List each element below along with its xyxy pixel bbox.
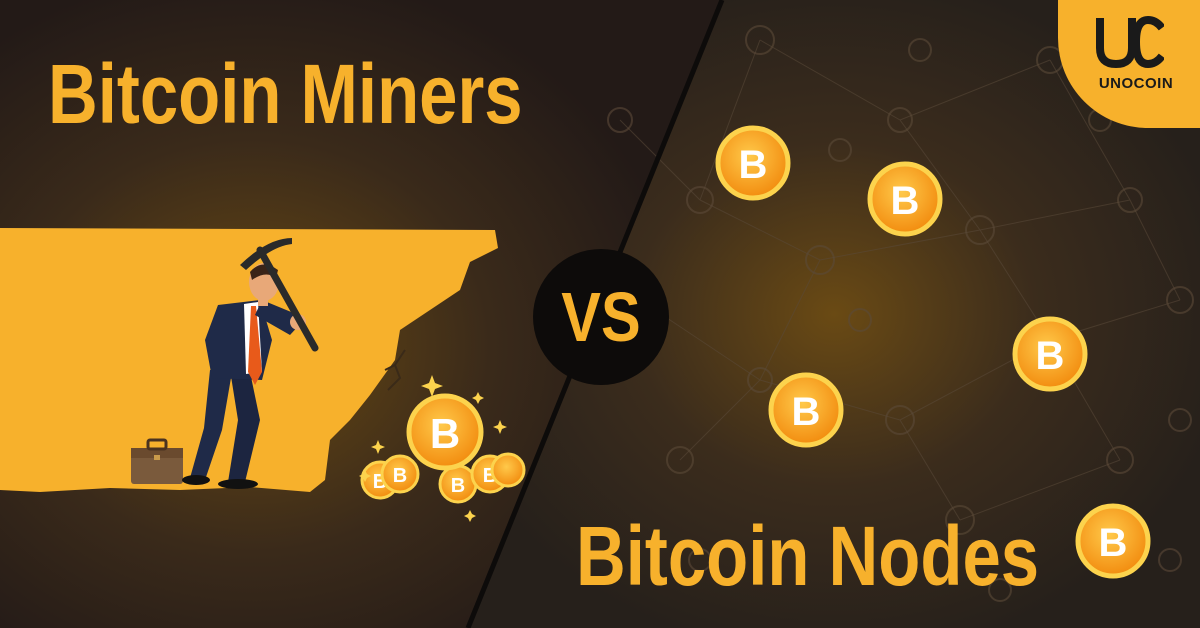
unocoin-logo-icon — [1096, 16, 1164, 68]
svg-text:B: B — [1036, 334, 1065, 378]
svg-text:B: B — [792, 390, 821, 434]
bitcoin-coin-icon: B — [406, 393, 484, 471]
vs-circle — [533, 249, 669, 385]
bitcoin-coin-icon: B — [768, 372, 844, 448]
bitcoin-coin-icon: B — [1075, 503, 1151, 579]
bitcoin-coin-icon: B — [1012, 316, 1088, 392]
svg-text:B: B — [891, 179, 920, 223]
svg-text:B: B — [393, 465, 407, 487]
pickaxe-icon — [240, 238, 319, 352]
svg-text:B: B — [1099, 521, 1128, 565]
bitcoin-coin-icon — [490, 452, 526, 488]
svg-text:B: B — [739, 143, 768, 187]
bitcoin-coin-icon: B — [380, 454, 420, 494]
coin-pile: B B B B B — [360, 393, 526, 504]
unocoin-brand-name: UNOCOIN — [1098, 75, 1174, 92]
briefcase-icon — [131, 438, 183, 484]
bitcoin-nodes-title: Bitcoin Nodes — [576, 509, 1040, 603]
svg-text:B: B — [451, 475, 465, 497]
miner-figure — [182, 263, 306, 489]
bitcoin-coin-icon: B — [867, 161, 943, 237]
vs-label: VS — [561, 278, 641, 356]
bitcoin-miners-title: Bitcoin Miners — [48, 47, 523, 141]
wall-crack — [384, 349, 406, 391]
right-background — [468, 0, 1200, 628]
bitcoin-coin-icon: B — [438, 464, 478, 504]
faint-coins — [607, 25, 1194, 602]
svg-text:B: B — [430, 410, 460, 457]
sparkle-icon — [359, 375, 507, 522]
bitcoin-coin-icon: B — [715, 125, 791, 201]
